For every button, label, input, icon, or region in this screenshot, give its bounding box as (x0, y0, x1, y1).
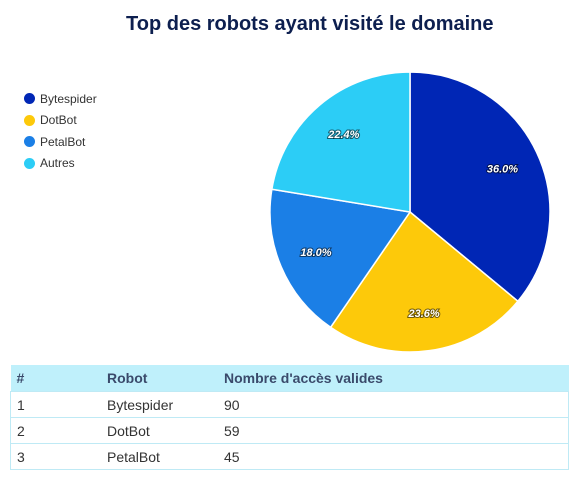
table-header-row: # Robot Nombre d'accès valides (10, 365, 569, 392)
table-cell-robot: DotBot (101, 417, 218, 444)
pie-slice-label-petalbot: 18.0% (300, 247, 331, 259)
pie-slice-label-bytespider: 36.0% (487, 163, 518, 175)
table-row: 3 PetalBot 45 (10, 443, 569, 470)
table-cell-robot: Bytespider (101, 391, 218, 418)
legend-item-autres[interactable]: Autres (24, 153, 97, 175)
table-cell-rank: 1 (10, 391, 101, 418)
legend-swatch-bytespider (24, 93, 35, 105)
pie-slice-label-autres: 22.4% (327, 129, 359, 141)
chart-legend: Bytespider DotBot PetalBot Autres (24, 88, 97, 174)
pie-slice-petalbot[interactable] (269, 188, 412, 329)
table-cell-count: 90 (218, 391, 569, 418)
legend-label-bytespider: Bytespider (40, 91, 97, 106)
table-header-count: Nombre d'accès valides (218, 365, 569, 392)
legend-swatch-autres (24, 157, 35, 169)
table-cell-rank: 3 (10, 443, 101, 470)
legend-item-dotbot[interactable]: DotBot (24, 110, 97, 132)
legend-item-petalbot[interactable]: PetalBot (24, 131, 97, 153)
table-row: 1 Bytespider 90 (10, 391, 569, 418)
table-cell-robot: PetalBot (101, 443, 218, 470)
legend-swatch-petalbot (24, 136, 35, 148)
table-header-robot: Robot (101, 365, 218, 392)
table-cell-count: 45 (218, 443, 569, 470)
pie-slice-label-dotbot: 23.6% (407, 308, 439, 320)
legend-label-petalbot: PetalBot (40, 134, 86, 149)
legend-swatch-dotbot (24, 114, 35, 126)
legend-item-bytespider[interactable]: Bytespider (24, 88, 97, 110)
legend-label-autres: Autres (40, 156, 75, 171)
pie-slice-autres[interactable] (271, 71, 411, 213)
legend-label-dotbot: DotBot (40, 113, 77, 128)
table-row: 2 DotBot 59 (10, 417, 569, 444)
pie-slice-dotbot[interactable] (329, 210, 519, 353)
chart-title: Top des robots ayant visité le domaine (126, 13, 494, 35)
robots-table: # Robot Nombre d'accès valides 1 Bytespi… (10, 365, 569, 470)
pie-slice-bytespider[interactable] (409, 71, 551, 303)
table-cell-rank: 2 (10, 417, 101, 444)
pie-chart: 36.0% 23.6% 18.0% 22.4% (269, 71, 551, 353)
table-header-rank: # (10, 365, 101, 392)
table-cell-count: 59 (218, 417, 569, 444)
